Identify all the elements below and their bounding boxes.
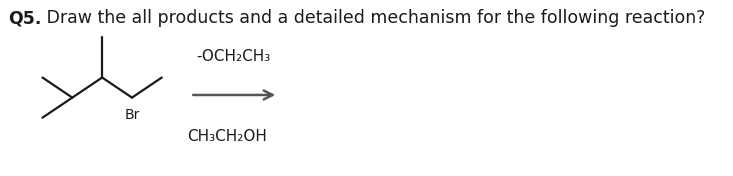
Text: Draw the all products and a detailed mechanism for the following reaction?: Draw the all products and a detailed mec… [41, 10, 706, 27]
Text: -OCH₂CH₃: -OCH₂CH₃ [196, 49, 270, 64]
Text: CH₃CH₂OH: CH₃CH₂OH [188, 129, 268, 144]
Text: Br: Br [125, 108, 140, 122]
Text: Q5.: Q5. [9, 10, 42, 27]
